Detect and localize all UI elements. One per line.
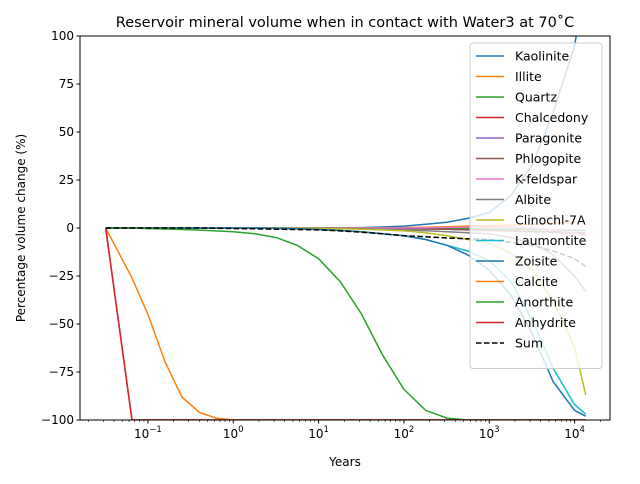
legend-label: K-feldspar — [515, 172, 578, 187]
legend-label: Chalcedony — [515, 110, 589, 125]
y-tick-label: 25 — [59, 173, 74, 187]
legend-label: Kaolinite — [515, 49, 570, 64]
y-tick-label: 0 — [66, 221, 74, 235]
x-tick-label: 100 — [223, 425, 244, 441]
legend-label: Paragonite — [515, 131, 582, 146]
y-tick-label: −50 — [49, 317, 74, 331]
legend-label: Anorthite — [515, 295, 573, 310]
legend-label: Sum — [515, 336, 543, 351]
legend-label: Laumontite — [515, 233, 587, 248]
x-tick-label: 104 — [564, 425, 585, 441]
legend-box — [469, 42, 603, 369]
series-line-calcite — [105, 227, 586, 420]
axis-ticks: −100 −75 −50 −25 0 25 50 75 100 10−1 100 101 102 103 1… — [41, 29, 601, 441]
legend-label: Anhydrite — [515, 315, 576, 330]
plot-frame — [79, 35, 611, 421]
legend-label: Clinochl-7A — [515, 213, 586, 228]
y-tick-label: 75 — [59, 77, 74, 91]
series-line-sum — [105, 227, 587, 268]
y-tick-label: −25 — [49, 269, 74, 283]
legend-label: Illite — [515, 69, 542, 84]
y-tick-label: 100 — [51, 29, 74, 43]
series-line-anorthite — [105, 227, 586, 420]
y-tick-label: −75 — [49, 365, 74, 379]
legend-label: Quartz — [515, 90, 557, 105]
x-tick-label: 103 — [479, 425, 500, 441]
legend: Kaolinite Illite Quartz Chalcedony Paragonit… — [469, 42, 603, 369]
x-tick-label: 10−1 — [134, 425, 162, 441]
x-tick-label: 101 — [308, 425, 329, 441]
y-tick-label: −100 — [41, 413, 74, 427]
y-axis-label: Percentage volume change (%) — [14, 134, 28, 322]
legend-label: Phlogopite — [515, 151, 581, 166]
x-axis-label: Years — [328, 455, 361, 469]
legend-label: Albite — [515, 192, 551, 207]
legend-label: Calcite — [515, 274, 558, 289]
chart-title: Reservoir mineral volume when in contact… — [116, 14, 574, 31]
y-tick-label: 50 — [59, 125, 74, 139]
legend-label: Zoisite — [515, 254, 558, 269]
x-tick-label: 102 — [394, 425, 415, 441]
